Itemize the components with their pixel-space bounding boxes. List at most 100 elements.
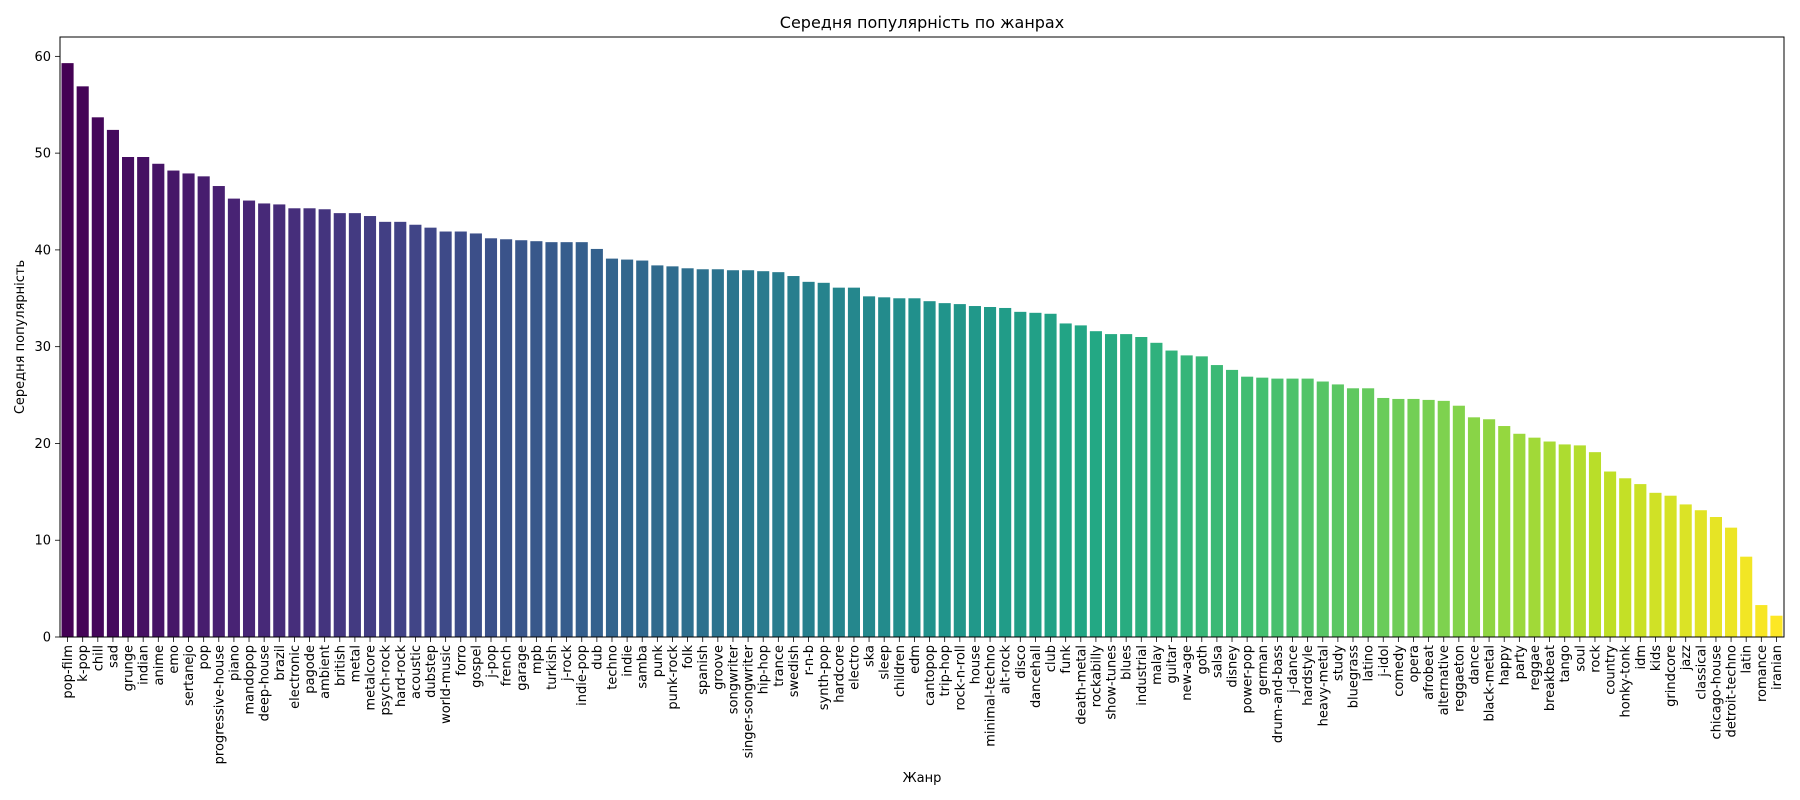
x-tick-label: death-metal — [1074, 645, 1089, 725]
bar-trance — [772, 272, 785, 637]
x-tick-label: folk — [681, 645, 696, 669]
bar-dancehall — [1029, 312, 1042, 637]
bar-rock — [1588, 452, 1602, 637]
x-tick-label: punk — [651, 645, 666, 678]
x-tick-label: honky-tonk — [1619, 645, 1634, 718]
x-tick-label: guitar — [1165, 644, 1180, 683]
x-tick-label: metalcore — [364, 645, 379, 711]
bar-singer-songwriter — [742, 270, 755, 637]
bar-synth-pop — [817, 282, 830, 637]
bar-indie-pop — [575, 242, 588, 637]
x-tick-label: j-idol — [1377, 645, 1392, 678]
x-tick-label: funk — [1059, 645, 1074, 674]
bar-world-music — [439, 231, 452, 637]
bar-house — [968, 306, 981, 637]
x-tick-label: show-tunes — [1105, 645, 1120, 720]
x-tick-label: rock-n-roll — [953, 645, 968, 711]
bar-soul — [1573, 445, 1586, 637]
bar-grindcore — [1664, 495, 1677, 637]
x-tick-label: party — [1513, 645, 1528, 680]
x-tick-label: metal — [348, 645, 363, 682]
bar-indie — [621, 259, 634, 637]
bar-songwriter — [726, 270, 740, 637]
x-tick-label: idm — [1634, 645, 1649, 670]
x-tick-label: indie — [621, 645, 636, 677]
x-tick-label: hip-hop — [757, 645, 772, 694]
bar-emo — [167, 170, 180, 638]
x-tick-label: garage — [515, 645, 530, 691]
x-tick-label: german — [1256, 645, 1271, 695]
bar-pop-film — [61, 63, 74, 637]
bar-death-metal — [1074, 325, 1087, 637]
x-tick-label: soul — [1573, 645, 1588, 672]
bar-ambient — [318, 209, 331, 637]
x-tick-label: malay — [1150, 645, 1165, 685]
x-tick-label: progressive-house — [212, 645, 227, 764]
bar-latin — [1740, 556, 1753, 637]
bar-deep-house — [258, 203, 271, 637]
x-tick-label: grunge — [122, 645, 137, 691]
x-tick-label: reggae — [1528, 645, 1543, 691]
bar-disney — [1225, 369, 1239, 637]
bar-goth — [1195, 356, 1208, 637]
bar-hip-hop — [757, 271, 770, 637]
chart-title: Середня популярність по жанрах — [780, 13, 1064, 32]
x-tick-label: black-metal — [1483, 645, 1498, 722]
bar-new-age — [1180, 355, 1193, 637]
x-tick-label: anime — [152, 645, 167, 685]
x-tick-label: ska — [863, 645, 878, 667]
bar-study — [1331, 384, 1344, 637]
bar-swedish — [787, 276, 800, 637]
bar-techno — [605, 258, 619, 637]
bar-power-pop — [1241, 376, 1254, 637]
x-tick-label: afrobeat — [1422, 645, 1437, 700]
bar-reggae — [1528, 437, 1541, 637]
x-tick-label: acoustic — [409, 645, 424, 699]
bar-funk — [1059, 323, 1072, 637]
x-tick-label: latino — [1362, 645, 1377, 682]
bar-punk — [651, 265, 664, 637]
x-tick-label: alt-rock — [999, 645, 1014, 695]
x-tick-label: k-pop — [76, 645, 91, 682]
x-tick-label: piano — [227, 645, 242, 681]
x-tick-label: alternative — [1437, 645, 1452, 715]
bar-folk — [681, 268, 694, 637]
x-tick-label: edm — [908, 645, 923, 674]
bar-drum-and-bass — [1271, 378, 1284, 637]
x-tick-label: chill — [91, 645, 106, 671]
bar-spanish — [696, 269, 709, 637]
x-axis: pop-film k-pop chill sad grunge indian anime em… — [61, 637, 1785, 764]
x-tick-label: industrial — [1135, 645, 1150, 706]
bar-bluegrass — [1346, 388, 1360, 637]
x-tick-label: forro — [454, 645, 469, 676]
x-tick-label: deep-house — [258, 645, 273, 721]
bar-groove — [711, 269, 724, 637]
bar-grunge — [122, 157, 135, 637]
bar-idm — [1634, 484, 1647, 637]
bar-mandopop — [242, 200, 256, 638]
bar-j-pop — [484, 238, 498, 638]
x-tick-label: brazil — [273, 645, 288, 681]
x-axis-label: Жанр — [903, 771, 942, 786]
bar-latino — [1362, 388, 1375, 637]
x-tick-label: pop — [197, 645, 212, 669]
x-tick-label: study — [1331, 645, 1346, 681]
bar-romance — [1755, 605, 1768, 637]
bar-trip-hop — [938, 303, 951, 637]
bar-cantopop — [923, 301, 936, 637]
bar-brazil — [273, 204, 286, 638]
x-tick-label: cantopop — [923, 645, 938, 706]
bar-opera — [1407, 398, 1420, 637]
x-tick-label: british — [333, 645, 348, 686]
bar-progressive-house — [212, 186, 225, 637]
x-tick-label: sleep — [878, 645, 893, 680]
x-tick-label: romance — [1755, 645, 1770, 702]
x-tick-label: mandopop — [243, 645, 258, 715]
x-tick-label: house — [968, 645, 983, 684]
x-tick-label: singer-songwriter — [742, 644, 757, 758]
y-tick-label: 30 — [34, 340, 51, 355]
x-tick-label: salsa — [1210, 645, 1225, 678]
x-tick-label: pagode — [303, 645, 318, 694]
bar-comedy — [1392, 398, 1405, 637]
